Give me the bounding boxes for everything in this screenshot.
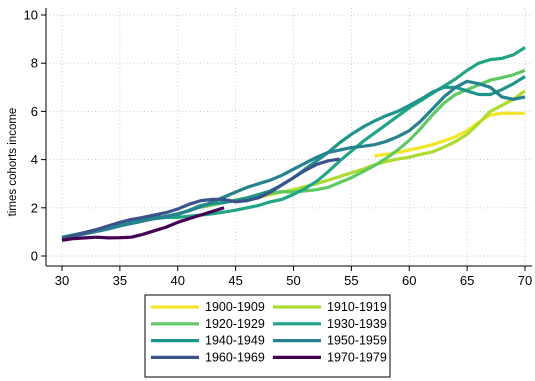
legend-label-1940-1949: 1940-1949 [205,334,265,348]
y-tick-label-0: 0 [31,249,38,264]
series-line-1900-1909 [374,111,525,158]
legend-label-1970-1979: 1970-1979 [327,350,387,364]
legend-label-1900-1909: 1900-1909 [205,300,265,314]
x-tick-label-70: 70 [518,273,532,288]
y-tick-label-10: 10 [24,8,38,23]
x-tick-label-55: 55 [344,273,358,288]
y-tick-label-2: 2 [31,200,38,215]
legend: 1900-1909 1910-1919 1920-1929 1930-1939 1940… [144,294,391,378]
legend-label-1950-1959: 1950-1959 [327,334,387,348]
series-lines [61,46,526,242]
y-tick-label-6: 6 [31,104,38,119]
x-tick-label-65: 65 [460,273,474,288]
legend-label-1960-1969: 1960-1969 [205,350,265,364]
series-line-1960-1969 [61,157,341,241]
series-line-1910-1919 [258,89,526,199]
x-tick-label-40: 40 [171,273,185,288]
legend-label-1920-1929: 1920-1929 [205,317,265,331]
series-line-1970-1979 [61,206,225,242]
y-axis-title: times cohorts income [7,108,19,217]
x-tick-label-35: 35 [113,273,127,288]
x-tick-label-30: 30 [55,273,69,288]
x-tick-label-60: 60 [402,273,416,288]
axes: 0 2 4 6 8 10 30 35 40 45 50 55 60 65 70 [24,8,533,289]
series-line-1950-1959 [61,79,526,241]
y-tick-label-4: 4 [31,152,38,167]
x-tick-label-45: 45 [228,273,242,288]
legend-box [144,294,391,378]
legend-label-1930-1939: 1930-1939 [327,317,387,331]
y-tick-label-8: 8 [31,56,38,71]
grid-lines [46,8,532,266]
x-tick-label-50: 50 [286,273,300,288]
legend-label-1910-1919: 1910-1919 [327,300,387,314]
